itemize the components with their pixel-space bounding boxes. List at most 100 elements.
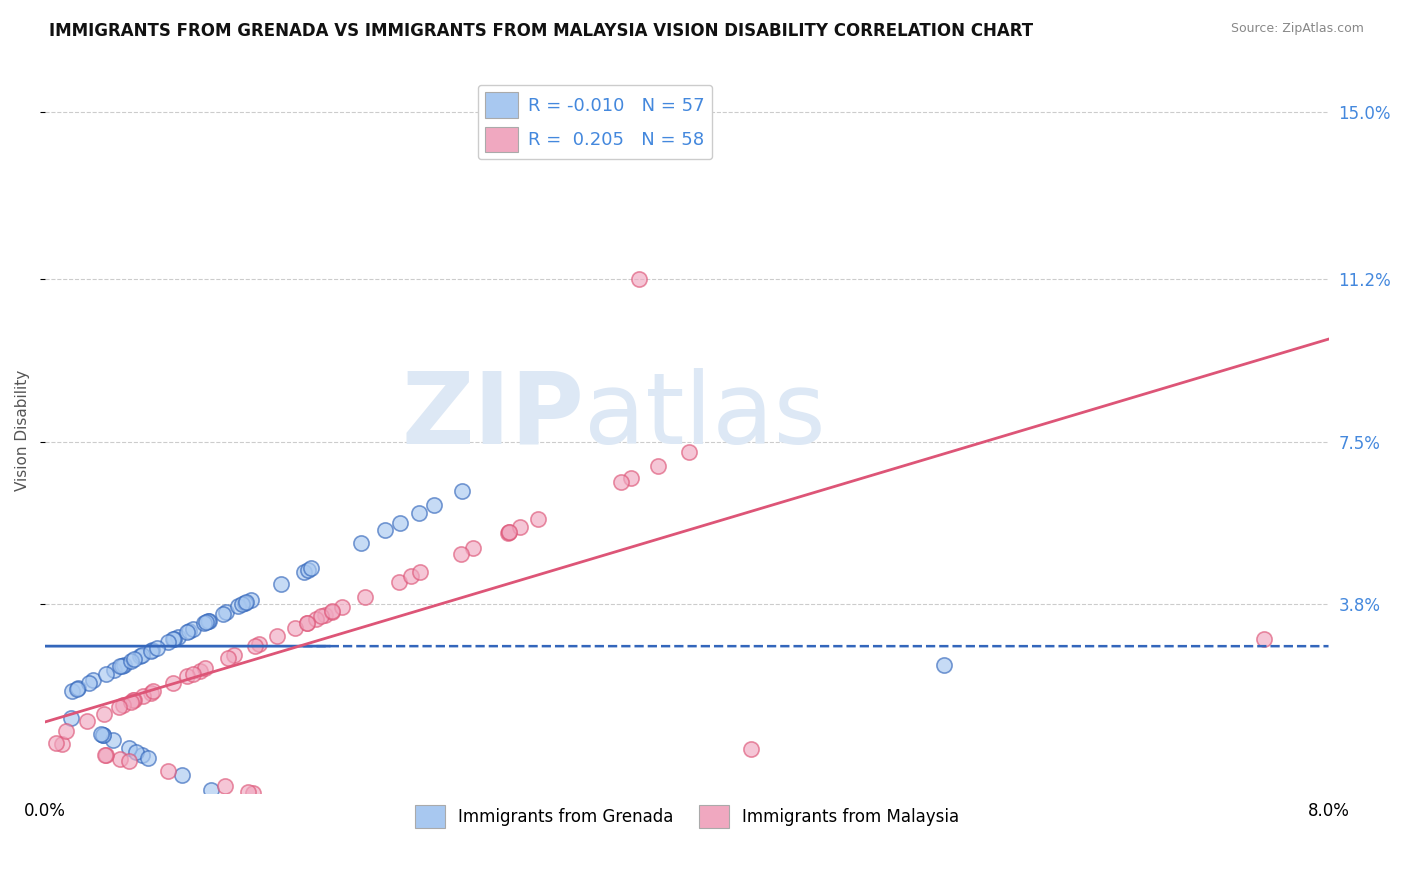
Point bbox=[118, 740, 141, 755]
Point bbox=[197, 615, 219, 629]
Point bbox=[200, 782, 222, 797]
Point bbox=[118, 755, 141, 769]
Point bbox=[354, 590, 377, 604]
Point bbox=[195, 615, 218, 630]
Point bbox=[647, 458, 669, 473]
Point bbox=[162, 632, 184, 646]
Point bbox=[374, 524, 396, 538]
Point bbox=[82, 673, 104, 688]
Point bbox=[932, 658, 955, 673]
Point bbox=[132, 689, 155, 703]
Point bbox=[60, 684, 83, 698]
Point bbox=[461, 541, 484, 556]
Point bbox=[111, 698, 134, 713]
Point bbox=[181, 666, 204, 681]
Point bbox=[141, 643, 163, 657]
Point bbox=[193, 616, 215, 631]
Point bbox=[96, 666, 118, 681]
Point bbox=[242, 786, 264, 800]
Point bbox=[740, 741, 762, 756]
Point bbox=[67, 681, 90, 695]
Point bbox=[498, 525, 520, 540]
Point bbox=[408, 506, 430, 520]
Point bbox=[408, 566, 430, 580]
Point bbox=[156, 635, 179, 649]
Point bbox=[247, 637, 270, 651]
Point bbox=[678, 445, 700, 459]
Point bbox=[120, 694, 142, 708]
Point bbox=[270, 576, 292, 591]
Point bbox=[309, 609, 332, 624]
Point bbox=[94, 748, 117, 763]
Point bbox=[93, 706, 115, 721]
Point bbox=[90, 726, 112, 740]
Point bbox=[162, 675, 184, 690]
Point bbox=[330, 600, 353, 615]
Point bbox=[122, 652, 145, 666]
Point bbox=[211, 607, 233, 621]
Point bbox=[224, 648, 246, 663]
Point bbox=[233, 595, 256, 609]
Point bbox=[139, 644, 162, 658]
Point bbox=[91, 727, 114, 741]
Point bbox=[496, 525, 519, 540]
Y-axis label: Vision Disability: Vision Disability bbox=[15, 370, 30, 491]
Point bbox=[295, 615, 318, 630]
Text: ZIP: ZIP bbox=[401, 368, 585, 465]
Text: atlas: atlas bbox=[585, 368, 825, 465]
Point bbox=[166, 630, 188, 644]
Point bbox=[93, 728, 115, 742]
Point bbox=[129, 649, 152, 664]
Point bbox=[451, 484, 474, 499]
Point bbox=[297, 563, 319, 577]
Point bbox=[610, 475, 633, 490]
Point bbox=[131, 648, 153, 662]
Point bbox=[297, 615, 319, 630]
Point bbox=[163, 632, 186, 646]
Point bbox=[94, 748, 117, 763]
Legend: Immigrants from Grenada, Immigrants from Malaysia: Immigrants from Grenada, Immigrants from… bbox=[408, 798, 966, 835]
Point bbox=[217, 651, 239, 665]
Point bbox=[125, 745, 148, 759]
Point bbox=[120, 654, 142, 668]
Point bbox=[176, 669, 198, 683]
Point bbox=[108, 752, 131, 766]
Point bbox=[145, 640, 167, 655]
Point bbox=[170, 768, 193, 782]
Point bbox=[450, 547, 472, 561]
Point bbox=[305, 612, 328, 626]
Point bbox=[108, 659, 131, 673]
Point bbox=[101, 732, 124, 747]
Point bbox=[231, 597, 253, 611]
Point bbox=[142, 684, 165, 698]
Point bbox=[1253, 632, 1275, 646]
Point bbox=[188, 664, 211, 678]
Point bbox=[179, 624, 201, 638]
Point bbox=[112, 657, 135, 672]
Point bbox=[321, 604, 343, 618]
Point bbox=[139, 685, 162, 699]
Point bbox=[66, 681, 89, 696]
Point bbox=[124, 693, 146, 707]
Point bbox=[627, 272, 650, 286]
Point bbox=[77, 675, 100, 690]
Point bbox=[122, 693, 145, 707]
Point bbox=[266, 629, 288, 643]
Point bbox=[235, 595, 257, 609]
Point bbox=[60, 711, 83, 725]
Point bbox=[110, 658, 132, 673]
Point bbox=[321, 605, 343, 619]
Point bbox=[176, 625, 198, 640]
Point bbox=[198, 614, 221, 628]
Point bbox=[399, 569, 422, 583]
Point bbox=[389, 516, 412, 530]
Point bbox=[314, 607, 336, 622]
Point bbox=[526, 512, 548, 526]
Point bbox=[243, 639, 266, 653]
Point bbox=[388, 574, 411, 589]
Point bbox=[76, 714, 98, 729]
Point bbox=[214, 779, 236, 793]
Text: Source: ZipAtlas.com: Source: ZipAtlas.com bbox=[1230, 22, 1364, 36]
Point bbox=[498, 525, 520, 540]
Point bbox=[183, 622, 205, 636]
